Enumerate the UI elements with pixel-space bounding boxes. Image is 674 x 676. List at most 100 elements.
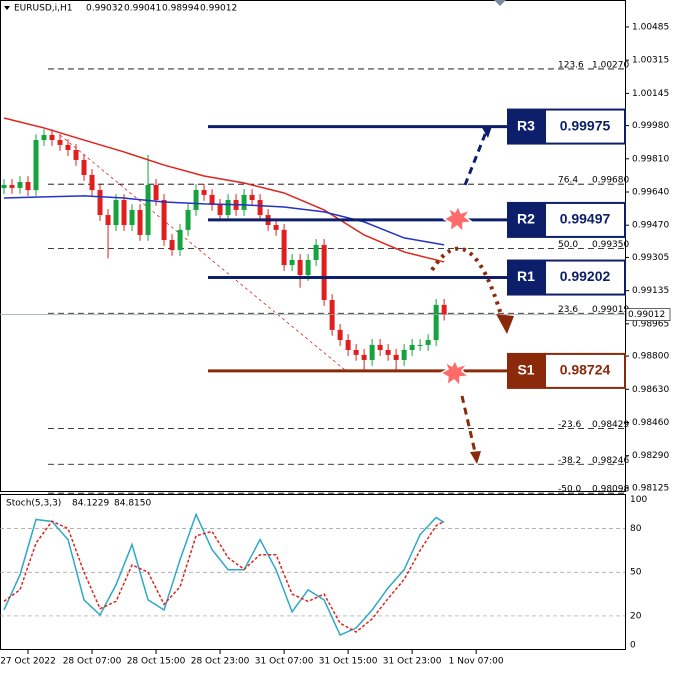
level-name-box [507, 352, 545, 389]
level-value-box [544, 352, 626, 389]
y-tick-label: 0.98125 [632, 483, 669, 493]
candle-body [441, 304, 447, 315]
candle-body [289, 259, 295, 266]
candle-body [377, 344, 383, 351]
candle-body [321, 244, 327, 301]
header-value: 0.99012 [200, 4, 237, 14]
ma-slow [3, 117, 445, 263]
candle-body [121, 200, 127, 226]
candle-body [369, 344, 375, 360]
candle-body [33, 140, 39, 191]
candle-body [241, 194, 247, 210]
x-tick-label: 31 Oct 15:00 [319, 657, 378, 667]
x-tick-label: 28 Oct 15:00 [127, 657, 186, 667]
y-tick-label: 0.99470 [632, 221, 669, 231]
arrow-curve [430, 246, 504, 319]
candle-body [281, 229, 287, 266]
candle-body [337, 329, 343, 341]
ma-fast [3, 195, 445, 246]
price-panel [0, 0, 626, 492]
header-value: 0.99032 [86, 4, 123, 14]
header-value: 0.99041 [124, 4, 161, 14]
fib-ratio: 123.6 [558, 60, 584, 70]
candle-body [161, 200, 167, 241]
x-tick-label: 1 Nov 07:00 [449, 657, 504, 667]
fib-price: 0.99350 [592, 240, 629, 250]
stoch-reading: 84.1229 [72, 499, 109, 509]
menu-arrow [4, 6, 10, 10]
candle-body [401, 350, 407, 360]
candle-body [345, 340, 351, 351]
fib-price: 1.00270 [592, 60, 629, 70]
arrow-down [460, 395, 477, 453]
candle-body [417, 344, 423, 346]
stoch-main [3, 512, 445, 637]
candle-body [105, 215, 111, 226]
arrow-up [463, 131, 488, 186]
fib-price: 0.98246 [592, 456, 629, 466]
candle-body [361, 354, 367, 360]
y-tick-label: 0.99135 [632, 286, 669, 296]
level-value: 0.99202 [560, 268, 611, 284]
stoch-tick-label: 0 [630, 641, 636, 651]
candle-body [129, 209, 135, 226]
candle-body [313, 244, 319, 260]
symbol: EURUSD,i,H1 [14, 4, 72, 14]
y-tick-label: 1.00485 [632, 22, 669, 32]
candle-body [49, 134, 55, 141]
stoch-tick-label: 20 [630, 611, 642, 621]
arrow-head [481, 126, 492, 138]
fib-price: 0.99680 [592, 176, 629, 186]
candle-body [153, 184, 159, 201]
candle-body [81, 159, 87, 176]
candle-body [145, 184, 151, 235]
fib-ratio: -38.2 [558, 456, 581, 466]
candle-body [89, 175, 95, 191]
candle-body [217, 204, 223, 216]
stoch-tick-label: 100 [630, 495, 647, 505]
burst-icon [442, 204, 475, 234]
candle-body [425, 340, 431, 345]
x-tick-label: 31 Oct 23:00 [383, 657, 442, 667]
level-value: 0.99497 [560, 211, 611, 227]
candle-body [169, 240, 175, 251]
candle-body [385, 350, 391, 355]
current-price-box [625, 308, 671, 321]
x-tick-label: 28 Oct 07:00 [63, 657, 122, 667]
candle-body [305, 259, 311, 276]
candle-body [201, 190, 207, 195]
stoch-tick-label: 50 [630, 568, 642, 578]
stoch-signal [3, 520, 445, 633]
fib-ratio: 50.0 [558, 240, 578, 250]
candle-body [137, 209, 143, 235]
candle-body [25, 182, 31, 191]
candle-body [193, 190, 199, 210]
fib-ratio: -50.0 [558, 485, 582, 495]
fib-price: 0.98098 [592, 485, 629, 495]
candle-body [73, 150, 79, 160]
fib-ratio: 23.6 [558, 305, 578, 315]
candle-body [409, 344, 415, 351]
fib-ratio: -23.6 [558, 420, 582, 430]
y-tick-label: 1.00145 [632, 89, 669, 99]
candle-body [297, 259, 303, 276]
header-ohlc: 0.99032 0.99041 0.98994 0.99012 [86, 4, 237, 14]
stoch-tick-label: 80 [630, 524, 642, 534]
fib-price: 0.99019 [592, 305, 629, 315]
plot-layer: 1.00485 1.00315 1.00145 0.99980 0.99810 0.996… [0, 22, 671, 667]
fib-ratio: 76.4 [558, 176, 578, 186]
y-tick-label: 0.98965 [632, 319, 669, 329]
candle-body [393, 354, 399, 360]
candle-body [65, 144, 71, 151]
stoch-reading: 84.8150 [114, 499, 151, 509]
candle-body [1, 184, 7, 189]
fib-trendline [59, 134, 346, 371]
fib-price: 0.98429 [592, 420, 629, 430]
level-name: R3 [517, 117, 535, 133]
candle-body [353, 350, 359, 355]
candle-body [209, 194, 215, 205]
level-name-box [507, 108, 545, 145]
candle-body [9, 184, 15, 188]
